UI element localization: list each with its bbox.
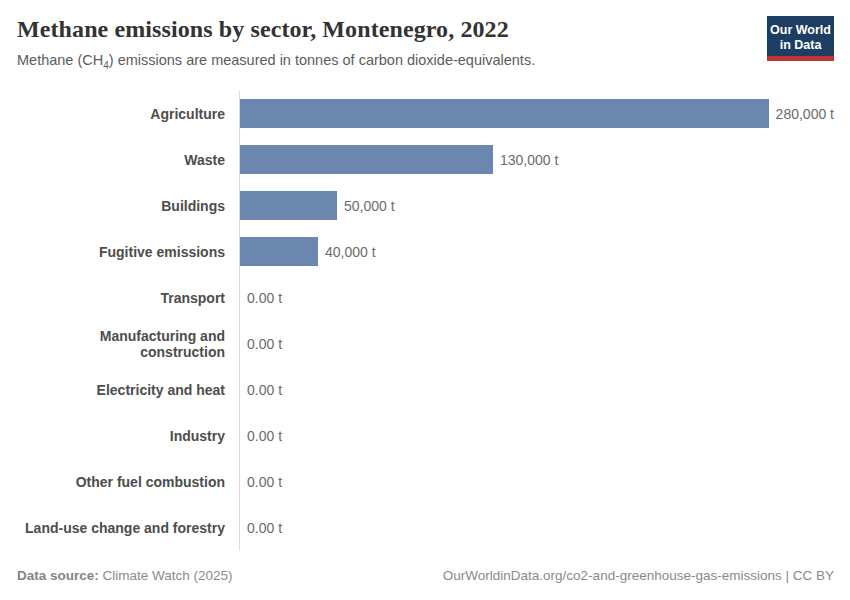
row-plot-area: 0.00 t — [239, 275, 834, 321]
value-label: 130,000 t — [500, 152, 558, 168]
value-label: 50,000 t — [344, 198, 395, 214]
category-label: Land-use change and forestry — [17, 520, 239, 536]
value-label: 0.00 t — [247, 382, 282, 398]
row-plot-area: 0.00 t — [239, 367, 834, 413]
data-source: Data source: Climate Watch (2025) — [17, 568, 233, 583]
owid-logo-line1: Our World — [767, 23, 834, 38]
bar[interactable] — [240, 99, 769, 128]
category-label: Agriculture — [17, 106, 239, 122]
value-label: 0.00 t — [247, 290, 282, 306]
row-plot-area: 0.00 t — [239, 505, 834, 551]
chart-subtitle: Methane (CH4) emissions are measured in … — [17, 51, 834, 72]
chart-row: Manufacturing and construction 0.00 t — [17, 321, 834, 367]
page-title: Methane emissions by sector, Montenegro,… — [17, 14, 834, 44]
chart-footer: Data source: Climate Watch (2025) OurWor… — [17, 568, 834, 583]
category-label: Buildings — [17, 198, 239, 214]
category-label: Transport — [17, 290, 239, 306]
chart-row: Buildings 50,000 t — [17, 183, 834, 229]
chart-rows: Agriculture 280,000 t Waste 130,000 t Bu… — [17, 91, 834, 551]
chart-row: Agriculture 280,000 t — [17, 91, 834, 137]
category-label: Fugitive emissions — [17, 244, 239, 260]
chart-row: Transport 0.00 t — [17, 275, 834, 321]
value-label: 280,000 t — [776, 106, 834, 122]
category-label: Other fuel combustion — [17, 474, 239, 490]
chart-row: Fugitive emissions 40,000 t — [17, 229, 834, 275]
bar[interactable] — [240, 237, 318, 266]
chart-row: Other fuel combustion 0.00 t — [17, 459, 834, 505]
row-plot-area: 0.00 t — [239, 321, 834, 367]
row-plot-area: 50,000 t — [239, 183, 834, 229]
subtitle-pre: Methane (CH — [17, 52, 103, 68]
value-label: 0.00 t — [247, 520, 282, 536]
category-label: Industry — [17, 428, 239, 444]
value-label: 40,000 t — [325, 244, 376, 260]
credit-line[interactable]: OurWorldinData.org/co2-and-greenhouse-ga… — [443, 568, 834, 583]
row-plot-area: 40,000 t — [239, 229, 834, 275]
category-label: Electricity and heat — [17, 382, 239, 398]
value-label: 0.00 t — [247, 336, 282, 352]
row-plot-area: 0.00 t — [239, 459, 834, 505]
row-plot-area: 0.00 t — [239, 413, 834, 459]
value-label: 0.00 t — [247, 428, 282, 444]
row-plot-area: 130,000 t — [239, 137, 834, 183]
chart-row: Waste 130,000 t — [17, 137, 834, 183]
bar-chart: Agriculture 280,000 t Waste 130,000 t Bu… — [17, 91, 834, 551]
bar[interactable] — [240, 145, 493, 174]
owid-logo: Our World in Data — [767, 16, 834, 61]
chart-page: Our World in Data Methane emissions by s… — [0, 0, 850, 600]
subtitle-post: ) emissions are measured in tonnes of ca… — [109, 52, 535, 68]
chart-row: Electricity and heat 0.00 t — [17, 367, 834, 413]
chart-row: Land-use change and forestry 0.00 t — [17, 505, 834, 551]
bar[interactable] — [240, 191, 337, 220]
category-label: Manufacturing and construction — [17, 328, 239, 360]
owid-logo-line2: in Data — [767, 38, 834, 53]
data-source-label: Data source: — [17, 568, 99, 583]
row-plot-area: 280,000 t — [239, 91, 834, 137]
data-source-value: Climate Watch (2025) — [99, 568, 233, 583]
category-label: Waste — [17, 152, 239, 168]
value-label: 0.00 t — [247, 474, 282, 490]
chart-row: Industry 0.00 t — [17, 413, 834, 459]
